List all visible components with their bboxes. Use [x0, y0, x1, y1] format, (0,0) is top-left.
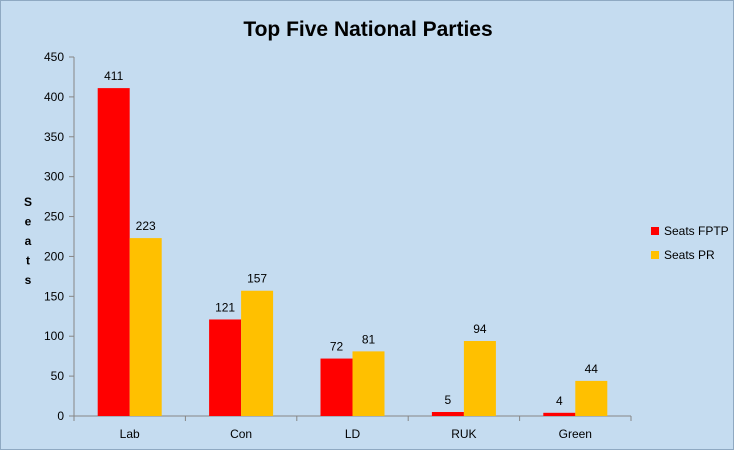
bar	[129, 238, 162, 416]
y-axis-label-letter: t	[26, 254, 30, 268]
bars	[97, 88, 608, 416]
y-tick-label: 350	[44, 130, 64, 144]
x-tick-label: RUK	[451, 427, 476, 441]
y-axis-label: Seats	[24, 195, 32, 287]
legend-swatch	[651, 227, 659, 235]
legend-label: Seats PR	[664, 248, 715, 262]
chart-title: Top Five National Parties	[243, 18, 492, 41]
data-label: 44	[585, 362, 599, 376]
data-label: 157	[247, 272, 267, 286]
y-axis-label-letter: S	[24, 195, 32, 209]
y-axis-label-letter: e	[25, 215, 32, 229]
data-label: 5	[445, 393, 452, 407]
y-axis-label-letter: a	[25, 234, 32, 248]
bar	[431, 412, 464, 416]
y-tick-label: 400	[44, 90, 64, 104]
data-label: 411	[104, 69, 123, 83]
y-axis-label-letter: s	[25, 273, 32, 287]
data-label: 223	[136, 219, 156, 233]
x-axis-ticks: Lab Con LD RUK Green	[73, 416, 632, 441]
bar	[320, 358, 353, 416]
data-label: 81	[362, 332, 376, 346]
data-label: 4	[556, 394, 563, 408]
data-label: 72	[330, 340, 344, 354]
y-tick-label: 150	[44, 289, 64, 303]
y-tick-label: 450	[44, 50, 64, 64]
bar	[543, 412, 576, 416]
legend-label: Seats FPTP	[664, 224, 729, 238]
x-tick-label: Lab	[120, 427, 140, 441]
bar	[575, 380, 608, 416]
x-tick-label: LD	[345, 427, 361, 441]
data-label: 121	[215, 300, 235, 314]
bar	[352, 351, 385, 416]
legend-swatch	[651, 251, 659, 259]
data-label: 94	[473, 322, 487, 336]
y-tick-label: 250	[44, 210, 64, 224]
y-tick-label: 300	[44, 170, 64, 184]
bar	[241, 290, 274, 416]
y-axis-ticks: 0 50 100 150 200 250 300 350 400 450	[44, 50, 74, 423]
y-tick-label: 100	[44, 329, 64, 343]
y-tick-label: 0	[57, 409, 64, 423]
x-tick-label: Con	[230, 427, 252, 441]
legend: Seats FPTP Seats PR	[651, 224, 729, 262]
bar	[463, 341, 496, 416]
bar	[97, 88, 130, 416]
y-tick-label: 50	[51, 369, 65, 383]
y-tick-label: 200	[44, 249, 64, 263]
x-tick-label: Green	[559, 427, 592, 441]
bar	[209, 319, 242, 416]
